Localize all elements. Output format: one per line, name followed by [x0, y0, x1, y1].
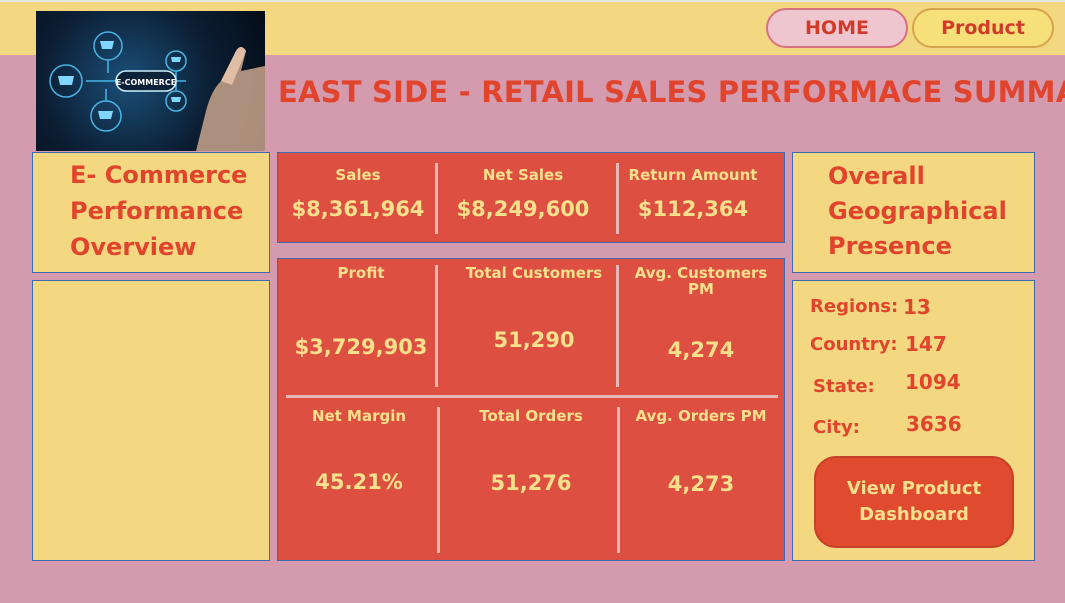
avg-customers-pm-label: Avg. Customers PM	[634, 264, 768, 298]
divider	[617, 407, 620, 553]
avg-customers-pm-value: 4,274	[667, 338, 735, 362]
geo-title-panel: Overall Geographical Presence	[792, 152, 1035, 273]
total-orders-value: 51,276	[490, 471, 572, 495]
ecommerce-illustration: E-COMMERCE	[49, 31, 265, 151]
profit-value: $3,729,903	[294, 335, 428, 359]
divider	[286, 395, 778, 398]
overview-title-panel: E- Commerce Performance Overview	[32, 152, 270, 273]
ecommerce-hero-image: E-COMMERCE	[36, 11, 265, 151]
avg-orders-pm-label: Avg. Orders PM	[635, 407, 767, 425]
regions-value: 13	[903, 295, 931, 319]
geo-title: Overall Geographical Presence	[828, 162, 1007, 260]
total-orders-label: Total Orders	[479, 407, 583, 425]
net-margin-label: Net Margin	[311, 407, 407, 425]
view-product-dashboard-label: View Product Dashboard	[846, 478, 982, 525]
avg-orders-pm-value: 4,273	[667, 472, 735, 496]
divider	[435, 163, 438, 234]
profit-label: Profit	[337, 264, 385, 282]
home-button[interactable]: HOME	[766, 8, 908, 48]
overview-content-panel	[32, 280, 270, 561]
sales-value: $8,361,964	[291, 197, 425, 221]
home-button-label: HOME	[805, 17, 869, 39]
return-amount-value: $112,364	[637, 197, 749, 221]
sales-label: Sales	[335, 166, 381, 184]
divider	[435, 265, 438, 387]
view-product-dashboard-button[interactable]: View Product Dashboard	[814, 456, 1014, 548]
total-customers-label: Total Customers	[465, 264, 603, 282]
divider	[437, 407, 440, 553]
page-title: EAST SIDE - RETAIL SALES PERFORMACE SUMM…	[278, 75, 1065, 109]
regions-label: Regions:	[810, 296, 899, 317]
return-amount-label: Return Amount	[628, 166, 758, 184]
divider	[616, 265, 619, 387]
divider	[616, 163, 619, 234]
state-label: State:	[813, 376, 875, 397]
country-value: 147	[905, 332, 947, 356]
product-button[interactable]: Product	[912, 8, 1054, 48]
product-button-label: Product	[941, 17, 1025, 39]
net-margin-value: 45.21%	[315, 470, 403, 494]
state-value: 1094	[905, 370, 961, 394]
city-value: 3636	[906, 412, 962, 436]
hero-image-text: E-COMMERCE	[116, 78, 176, 87]
city-label: City:	[813, 417, 860, 438]
net-sales-label: Net Sales	[482, 166, 564, 184]
kpi-bottom-card: Profit $3,729,903 Total Customers 51,290…	[277, 258, 785, 561]
total-customers-value: 51,290	[493, 328, 575, 352]
overview-title: E- Commerce Performance Overview	[70, 161, 248, 261]
kpi-top-card: Sales $8,361,964 Net Sales $8,249,600 Re…	[277, 152, 785, 243]
country-label: Country:	[810, 334, 898, 355]
net-sales-value: $8,249,600	[456, 197, 590, 221]
